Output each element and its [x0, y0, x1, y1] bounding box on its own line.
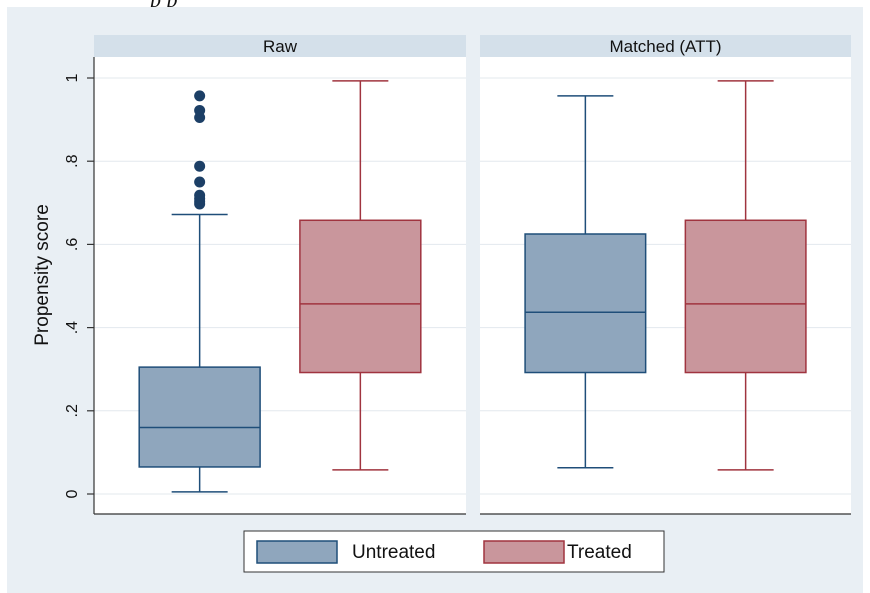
- y-tick-label: .4: [64, 321, 81, 334]
- outlier-point: [194, 90, 206, 102]
- box-untreated: [138, 90, 261, 493]
- y-tick-label: .6: [64, 238, 81, 251]
- panel-header-0: [94, 35, 466, 57]
- iqr-box: [524, 233, 647, 374]
- y-tick-label: 0: [64, 489, 81, 498]
- iqr-box: [299, 219, 422, 374]
- legend-swatch-untreated: [256, 540, 338, 564]
- y-tick-label: 1: [64, 73, 81, 82]
- outlier-point: [194, 189, 206, 201]
- panel-header-1: [480, 35, 851, 57]
- outlier-point: [194, 104, 206, 116]
- y-tick-label: .2: [64, 404, 81, 417]
- panel-1: Matched (ATT): [480, 35, 851, 515]
- panel-title: Matched (ATT): [609, 37, 721, 56]
- legend-label-untreated: Untreated: [352, 542, 435, 563]
- panel-0: Raw: [94, 35, 466, 515]
- y-axis-label: Propensity score: [32, 204, 53, 346]
- iqr-box: [138, 366, 261, 468]
- box-untreated: [524, 95, 647, 469]
- outlier-point: [194, 160, 206, 172]
- box-treated: [684, 80, 807, 471]
- legend-swatch-treated: [483, 540, 565, 564]
- panel-title: Raw: [263, 37, 298, 56]
- outlier-point: [194, 176, 206, 188]
- legend-label-treated: Treated: [567, 542, 632, 563]
- box-treated: [299, 80, 422, 471]
- y-tick-label: .8: [64, 154, 81, 167]
- iqr-box: [684, 219, 807, 374]
